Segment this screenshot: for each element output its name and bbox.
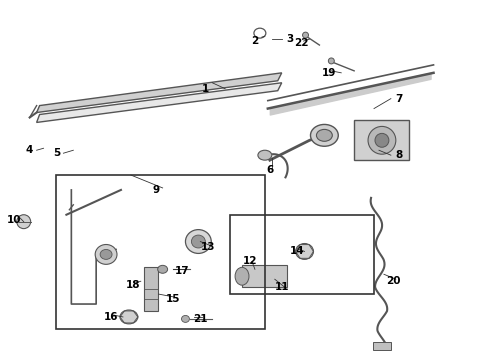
Ellipse shape bbox=[95, 244, 117, 264]
Ellipse shape bbox=[368, 126, 396, 154]
Text: 9: 9 bbox=[152, 185, 159, 195]
Text: 7: 7 bbox=[395, 94, 402, 104]
Text: 15: 15 bbox=[165, 294, 180, 304]
Text: 5: 5 bbox=[53, 148, 60, 158]
Text: 22: 22 bbox=[294, 38, 309, 48]
Text: 8: 8 bbox=[395, 150, 402, 160]
Bar bbox=[144, 267, 158, 311]
Text: 16: 16 bbox=[104, 312, 118, 322]
Bar bbox=[354, 121, 409, 160]
Ellipse shape bbox=[317, 129, 332, 141]
Ellipse shape bbox=[328, 58, 334, 64]
Ellipse shape bbox=[181, 315, 190, 323]
Text: 20: 20 bbox=[387, 276, 401, 286]
Text: 17: 17 bbox=[175, 266, 190, 276]
Text: 21: 21 bbox=[193, 314, 208, 324]
Ellipse shape bbox=[185, 230, 211, 253]
Text: 10: 10 bbox=[6, 215, 21, 225]
Text: 13: 13 bbox=[201, 243, 216, 252]
Ellipse shape bbox=[120, 310, 138, 324]
Bar bbox=[373, 342, 391, 350]
Ellipse shape bbox=[311, 125, 338, 146]
Ellipse shape bbox=[192, 235, 205, 248]
Ellipse shape bbox=[295, 243, 314, 260]
Text: 14: 14 bbox=[290, 247, 305, 256]
Ellipse shape bbox=[158, 265, 168, 273]
Bar bbox=[242, 265, 287, 287]
Ellipse shape bbox=[17, 215, 31, 229]
Ellipse shape bbox=[100, 249, 112, 260]
Ellipse shape bbox=[302, 32, 309, 38]
Polygon shape bbox=[37, 83, 282, 122]
Text: 6: 6 bbox=[266, 165, 273, 175]
Ellipse shape bbox=[258, 150, 272, 160]
Bar bbox=[230, 215, 374, 294]
Text: 12: 12 bbox=[243, 256, 257, 266]
Text: 11: 11 bbox=[274, 282, 289, 292]
Text: 1: 1 bbox=[202, 84, 209, 94]
Polygon shape bbox=[37, 73, 282, 113]
Ellipse shape bbox=[375, 133, 389, 147]
Text: 4: 4 bbox=[26, 145, 33, 155]
Text: 3: 3 bbox=[286, 34, 294, 44]
Ellipse shape bbox=[235, 267, 249, 285]
Bar bbox=[56, 175, 265, 329]
Text: 19: 19 bbox=[322, 68, 337, 78]
Text: 18: 18 bbox=[125, 280, 140, 290]
Text: 2: 2 bbox=[251, 36, 259, 46]
